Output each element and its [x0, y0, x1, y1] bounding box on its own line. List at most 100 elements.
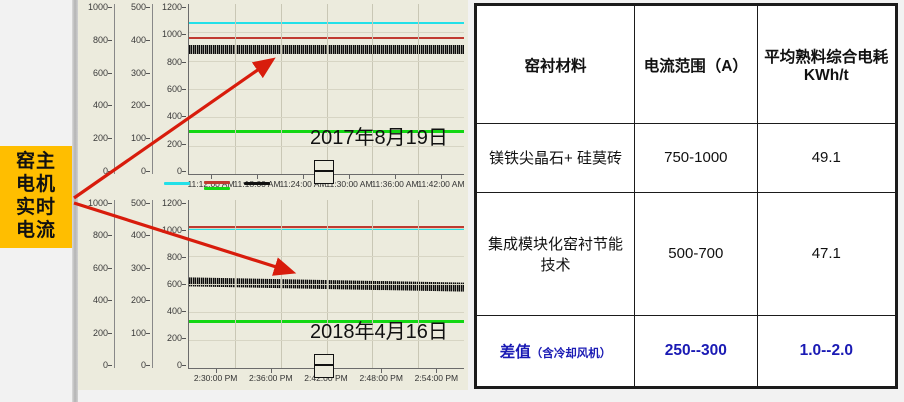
- legend-swatch: [164, 182, 190, 185]
- x-tick-label: 2:36:00 PM: [249, 373, 293, 383]
- y-tick-mark: [146, 105, 150, 107]
- grid-line-horizontal: [189, 32, 464, 34]
- y-tick-label: 400: [92, 100, 108, 111]
- grid-line-horizontal: [189, 340, 464, 341]
- x-tick-label: 11:42:00 AM: [417, 179, 465, 189]
- table-header-row: 窑衬材料 电流范围（A） 平均熟料综合电耗KWh/t: [475, 4, 897, 125]
- y-tick-mark: [108, 105, 112, 107]
- chart-panel-2017: 1000 800 600 400 200 0 500 400 300 200 100 0 1200 1…: [78, 0, 468, 196]
- y-tick-mark: [108, 7, 112, 8]
- chart-panel-2018: 1000 800 600 400 200 0 500 400 300 200 100 0 1200 1…: [78, 196, 468, 390]
- y-tick-label: 1000: [161, 29, 182, 40]
- legend-swatch: [204, 187, 230, 190]
- y-tick-label: 100: [130, 327, 146, 338]
- y-axis-500-top: 500 400 300 200 100 0: [116, 2, 150, 176]
- y-tick-mark: [146, 300, 150, 302]
- cell-material-2: 集成模块化窑衬节能技术: [475, 191, 636, 317]
- y-tick-mark: [146, 7, 150, 8]
- y-tick-mark: [146, 138, 150, 140]
- cell-diff-range: 250--300: [634, 315, 758, 387]
- x-tick-mark: [381, 369, 383, 373]
- y-tick-label: 100: [130, 133, 146, 144]
- y-tick-mark: [182, 311, 186, 312]
- y-tick-label: 600: [166, 279, 182, 289]
- header-energy: 平均熟料综合电耗KWh/t: [756, 4, 897, 125]
- vertical-scrollbar[interactable]: [72, 0, 78, 402]
- diff-label-main: 差值: [499, 344, 531, 362]
- x-tick-label: 2:30:00 PM: [193, 373, 238, 383]
- x-tick-label: 11:30:00 AM: [325, 179, 373, 189]
- callout-line-1: 窑主: [15, 151, 56, 172]
- grid-line-horizontal: [189, 117, 464, 119]
- grid-line-horizontal: [189, 228, 464, 229]
- y-tick-label: 1000: [161, 225, 182, 235]
- y-tick-mark: [146, 39, 150, 41]
- y-tick-label: 600: [92, 262, 108, 273]
- cell-range-1: 750-1000: [634, 123, 758, 193]
- y-tick-mark: [146, 332, 150, 334]
- y-tick-mark: [182, 143, 186, 145]
- y-tick-label: 600: [166, 84, 182, 94]
- y-tick-label: 800: [166, 56, 182, 67]
- y-tick-mark: [182, 230, 186, 231]
- y-tick-mark: [146, 235, 150, 237]
- y-tick-mark: [146, 267, 150, 269]
- cursor-marker-bottom[interactable]: [314, 354, 334, 378]
- table-row-difference: 差值（含冷却风机） 250--300 1.0--2.0: [475, 315, 897, 387]
- y-tick-label: 400: [166, 306, 182, 316]
- y-tick-mark: [108, 365, 112, 366]
- y-tick-label: 0: [176, 360, 182, 370]
- y-tick-mark: [182, 89, 186, 90]
- y-tick-label: 500: [130, 2, 146, 12]
- table-row: 镁铁尖晶石+ 硅莫砖 750-1000 49.1: [475, 123, 897, 193]
- y-tick-label: 800: [166, 252, 182, 262]
- y-tick-label: 800: [92, 34, 108, 45]
- y-tick-label: 200: [166, 138, 182, 149]
- callout-line-3: 实时: [15, 197, 56, 218]
- y-axis-1200-bottom: 1200 1000 800 600 400 200 0: [152, 198, 186, 370]
- x-tick-mark: [215, 369, 217, 373]
- y-tick-label: 1000: [87, 198, 108, 208]
- y-tick-mark: [182, 365, 186, 366]
- y-tick-mark: [108, 235, 112, 237]
- header-current-range: 电流范围（A）: [634, 4, 758, 125]
- y-tick-mark: [182, 338, 186, 339]
- x-tick-mark: [349, 175, 350, 179]
- y-tick-mark: [108, 138, 112, 140]
- y-tick-mark: [182, 171, 186, 172]
- x-tick-mark: [395, 175, 396, 179]
- y-tick-mark: [146, 365, 150, 366]
- y-axis-1200-top: 1200 1000 800 600 400 200 0: [152, 2, 186, 176]
- y-tick-label: 400: [130, 230, 146, 241]
- grid-line-horizontal: [189, 145, 464, 147]
- y-axis-line-1-bottom: [114, 200, 115, 368]
- y-tick-label: 1200: [161, 198, 182, 208]
- x-tick-label: 2:48:00 PM: [359, 373, 403, 383]
- cursor-marker-top[interactable]: [314, 160, 334, 184]
- y-tick-mark: [182, 203, 186, 204]
- y-tick-label: 0: [102, 360, 108, 370]
- diff-label-sub: （含冷却风机）: [530, 348, 612, 361]
- comparison-table: 窑衬材料 电流范围（A） 平均熟料综合电耗KWh/t 镁铁尖晶石+ 硅莫砖 75…: [474, 3, 898, 389]
- y-tick-label: 200: [92, 327, 108, 338]
- y-tick-mark: [146, 203, 150, 204]
- y-tick-label: 300: [130, 67, 146, 78]
- y-tick-mark: [108, 171, 112, 172]
- y-tick-mark: [146, 72, 150, 74]
- y-tick-mark: [182, 116, 186, 118]
- x-tick-label: 11:24:00 AM: [279, 179, 327, 189]
- y-axis-line-2-bottom: [152, 200, 153, 368]
- legend-swatch: [244, 182, 270, 185]
- y-tick-mark: [108, 267, 112, 269]
- y-tick-mark: [108, 72, 112, 74]
- y-tick-label: 200: [92, 133, 108, 144]
- y-axis-1000-bottom: 1000 800 600 400 200 0: [78, 198, 112, 370]
- legend-top: [160, 178, 270, 192]
- grid-line-horizontal: [189, 284, 464, 285]
- y-tick-label: 200: [130, 295, 146, 306]
- legend-swatch: [204, 181, 230, 184]
- y-tick-mark: [182, 34, 186, 36]
- grid-line-horizontal: [189, 89, 464, 90]
- callout-line-2: 电机: [15, 174, 56, 195]
